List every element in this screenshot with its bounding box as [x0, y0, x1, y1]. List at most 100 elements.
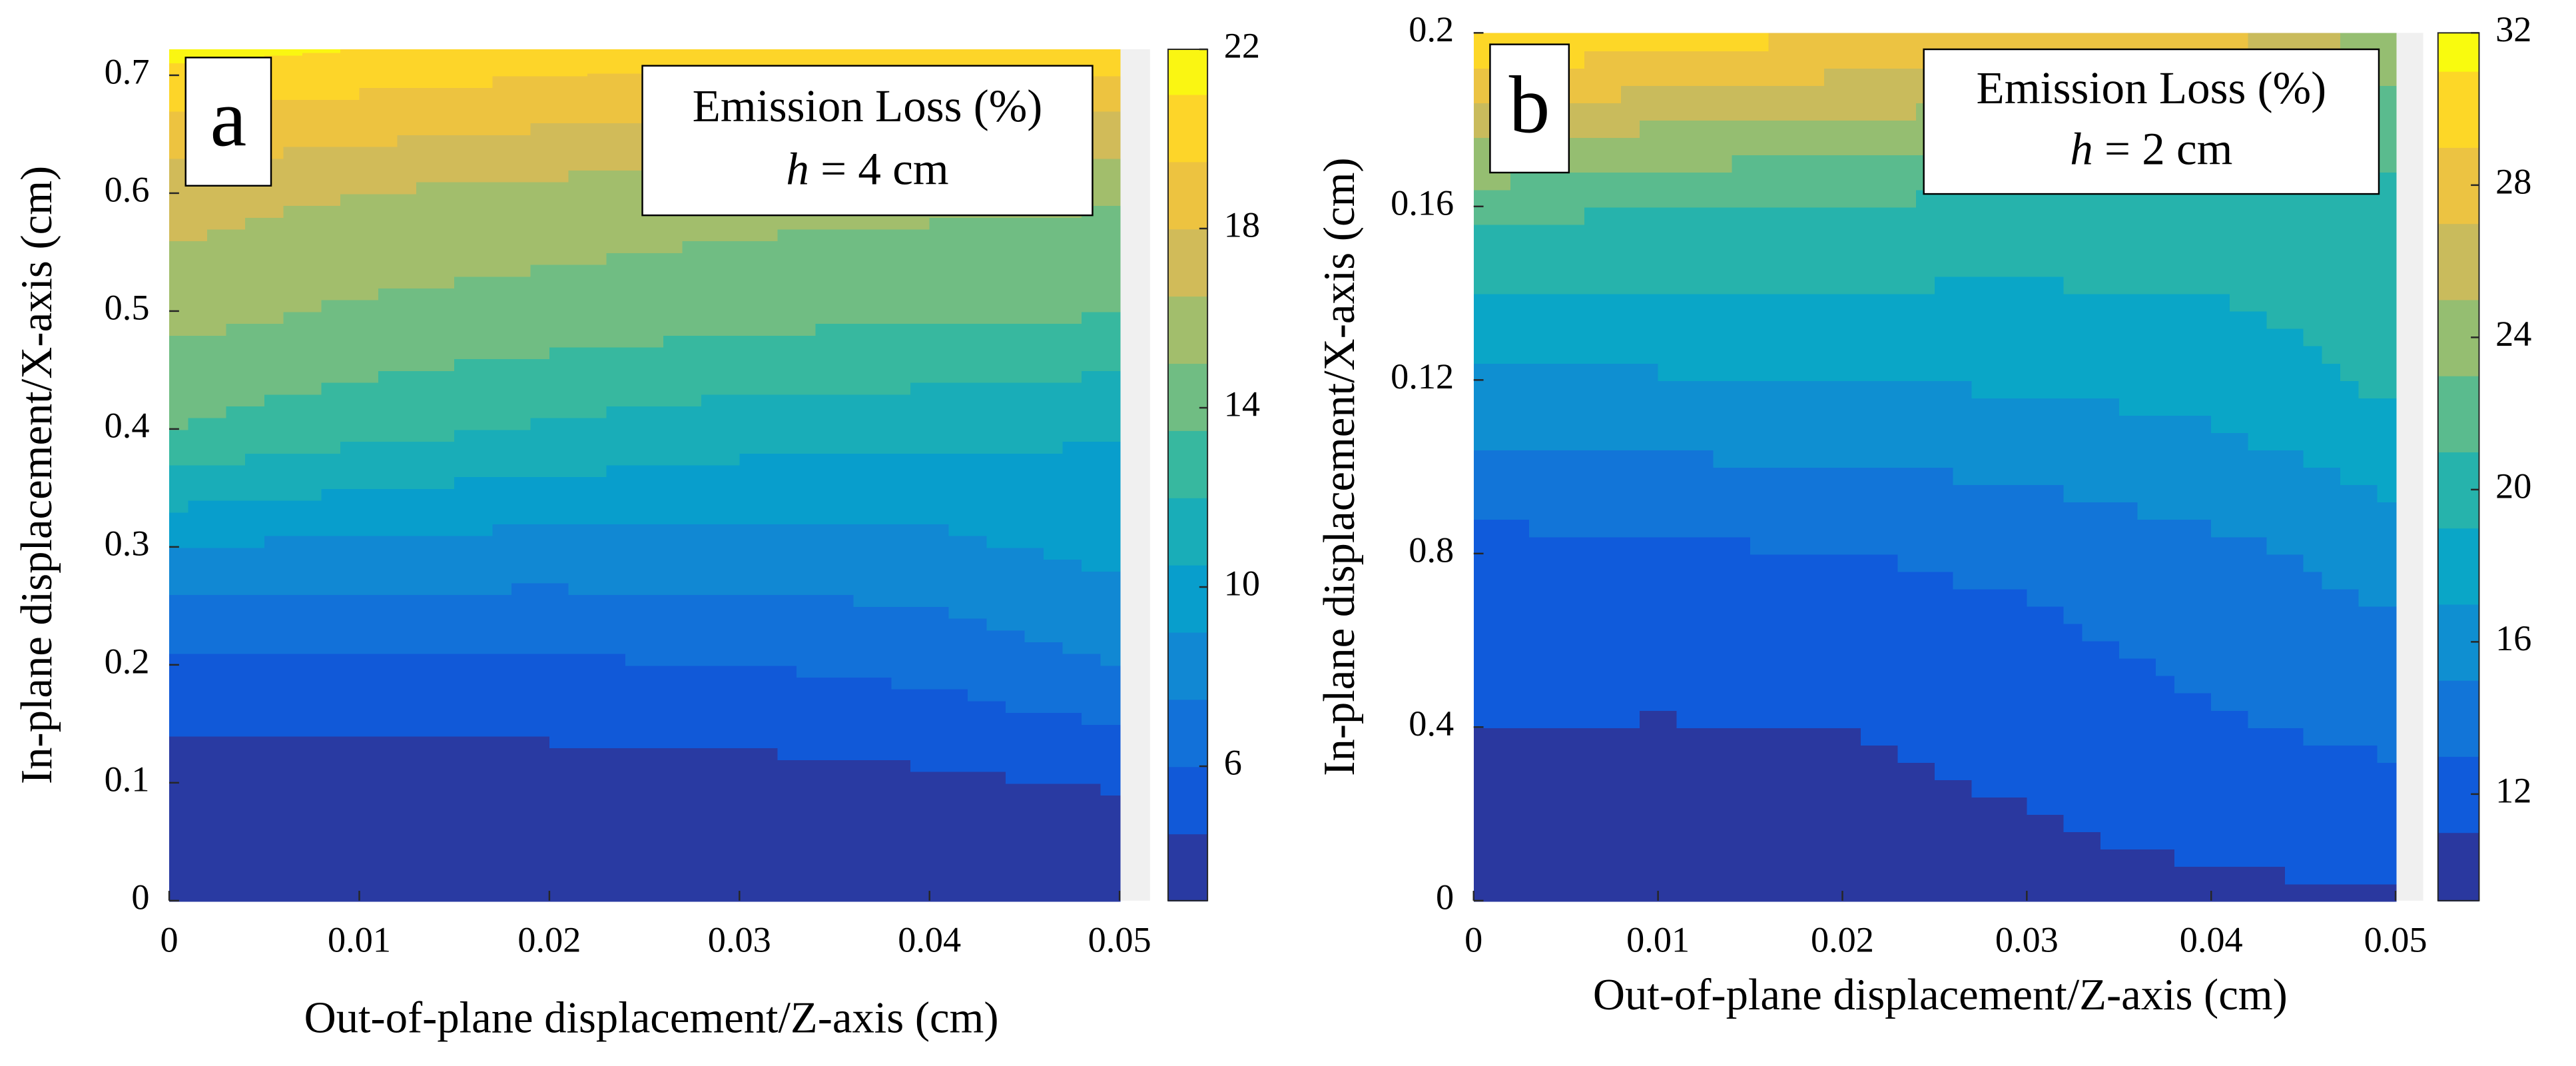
contour-cell	[1989, 553, 2010, 572]
contour-cell	[283, 299, 304, 312]
contour-cell	[1971, 796, 1991, 815]
contour-cell	[2248, 813, 2268, 833]
contour-cell	[435, 535, 456, 548]
contour-cell	[1639, 588, 1660, 607]
contour-cell	[435, 370, 456, 383]
contour-cell	[568, 653, 589, 666]
contour-cell	[1043, 641, 1064, 654]
contour-cell	[378, 205, 399, 218]
contour-cell	[549, 700, 569, 714]
contour-cell	[435, 511, 456, 524]
contour-cell	[1676, 796, 1696, 815]
contour-cell	[891, 476, 912, 489]
contour-cell	[1805, 605, 1825, 624]
contour-cell	[1062, 676, 1083, 690]
contour-cell	[2358, 865, 2378, 885]
contour-cell	[169, 111, 190, 124]
contour-cell	[226, 370, 246, 383]
contour-cell	[1062, 322, 1083, 336]
contour-cell	[302, 134, 322, 147]
contour-cell	[492, 370, 513, 383]
contour-cell	[1100, 700, 1121, 714]
contour-cell	[1916, 848, 1936, 867]
contour-cell	[1750, 831, 1770, 850]
contour-cell	[568, 452, 589, 466]
contour-cell	[340, 310, 360, 324]
contour-cell	[644, 264, 665, 277]
contour-cell	[777, 217, 798, 230]
contour-cell	[226, 440, 246, 454]
contour-cell	[606, 736, 627, 749]
contour-cell	[1713, 570, 1733, 590]
contour-cell	[530, 405, 551, 418]
contour-cell	[473, 535, 493, 548]
contour-cell	[568, 676, 589, 690]
contour-cell	[359, 54, 380, 59]
contour-cell	[625, 452, 646, 466]
contour-cell	[321, 476, 342, 489]
contour-cell	[1602, 744, 1622, 763]
contour-cell	[2063, 640, 2083, 659]
contour-cell	[796, 641, 816, 654]
contour-cell	[872, 488, 893, 501]
contour-cell	[2137, 675, 2157, 694]
contour-cell	[435, 841, 456, 855]
contour-cell	[435, 405, 456, 418]
contour-cell	[378, 511, 399, 524]
contour-cell	[663, 829, 684, 843]
contour-cell	[1062, 476, 1083, 489]
contour-cell	[454, 546, 475, 560]
contour-cell	[359, 877, 380, 890]
contour-cell	[1953, 570, 1973, 590]
contour-cell	[226, 310, 246, 324]
contour-cell	[378, 535, 399, 548]
contour-cell	[986, 511, 1007, 524]
contour-cell	[568, 67, 589, 71]
contour-cell	[2229, 762, 2250, 780]
contour-cell	[891, 287, 912, 300]
contour-cell	[549, 252, 569, 265]
contour-cell	[1082, 570, 1102, 584]
contour-cell	[1584, 570, 1604, 590]
contour-cell	[2082, 588, 2102, 607]
contour-cell	[701, 771, 722, 784]
contour-cell	[2156, 640, 2176, 659]
contour-cell	[891, 641, 912, 654]
contour-cell	[207, 428, 228, 442]
contour-cell	[853, 428, 874, 442]
contour-cell	[321, 618, 342, 631]
contour-cell	[1062, 853, 1083, 867]
contour-cell	[245, 817, 266, 831]
contour-cell	[948, 817, 969, 831]
contour-cell	[1100, 59, 1121, 63]
contour-cell	[910, 653, 931, 666]
contour-cell	[302, 157, 322, 171]
contour-cell	[359, 299, 380, 312]
contour-cell	[834, 736, 855, 749]
contour-cell	[758, 676, 779, 690]
contour-cell	[416, 59, 437, 63]
contour-cell	[796, 594, 816, 607]
contour-cell	[929, 641, 950, 654]
contour-cell	[302, 806, 322, 819]
contour-cell	[929, 724, 950, 737]
contour-cell	[454, 134, 475, 147]
contour-cell	[1566, 848, 1586, 867]
contour-cell	[188, 664, 208, 678]
contour-cell	[967, 712, 988, 725]
contour-cell	[2137, 883, 2157, 902]
contour-cell	[967, 275, 988, 288]
contour-cell	[283, 759, 304, 772]
contour-cell	[1805, 570, 1825, 590]
contour-cell	[435, 759, 456, 772]
contour-cell	[188, 606, 208, 619]
contour-cell	[720, 57, 741, 61]
contour-cell	[739, 641, 760, 654]
contour-cell	[359, 193, 380, 207]
contour-cell	[929, 62, 950, 66]
contour-cell	[1658, 779, 1678, 798]
contour-cell	[245, 334, 266, 348]
contour-cell	[568, 275, 589, 288]
contour-cell	[758, 334, 779, 348]
contour-cell	[245, 676, 266, 690]
